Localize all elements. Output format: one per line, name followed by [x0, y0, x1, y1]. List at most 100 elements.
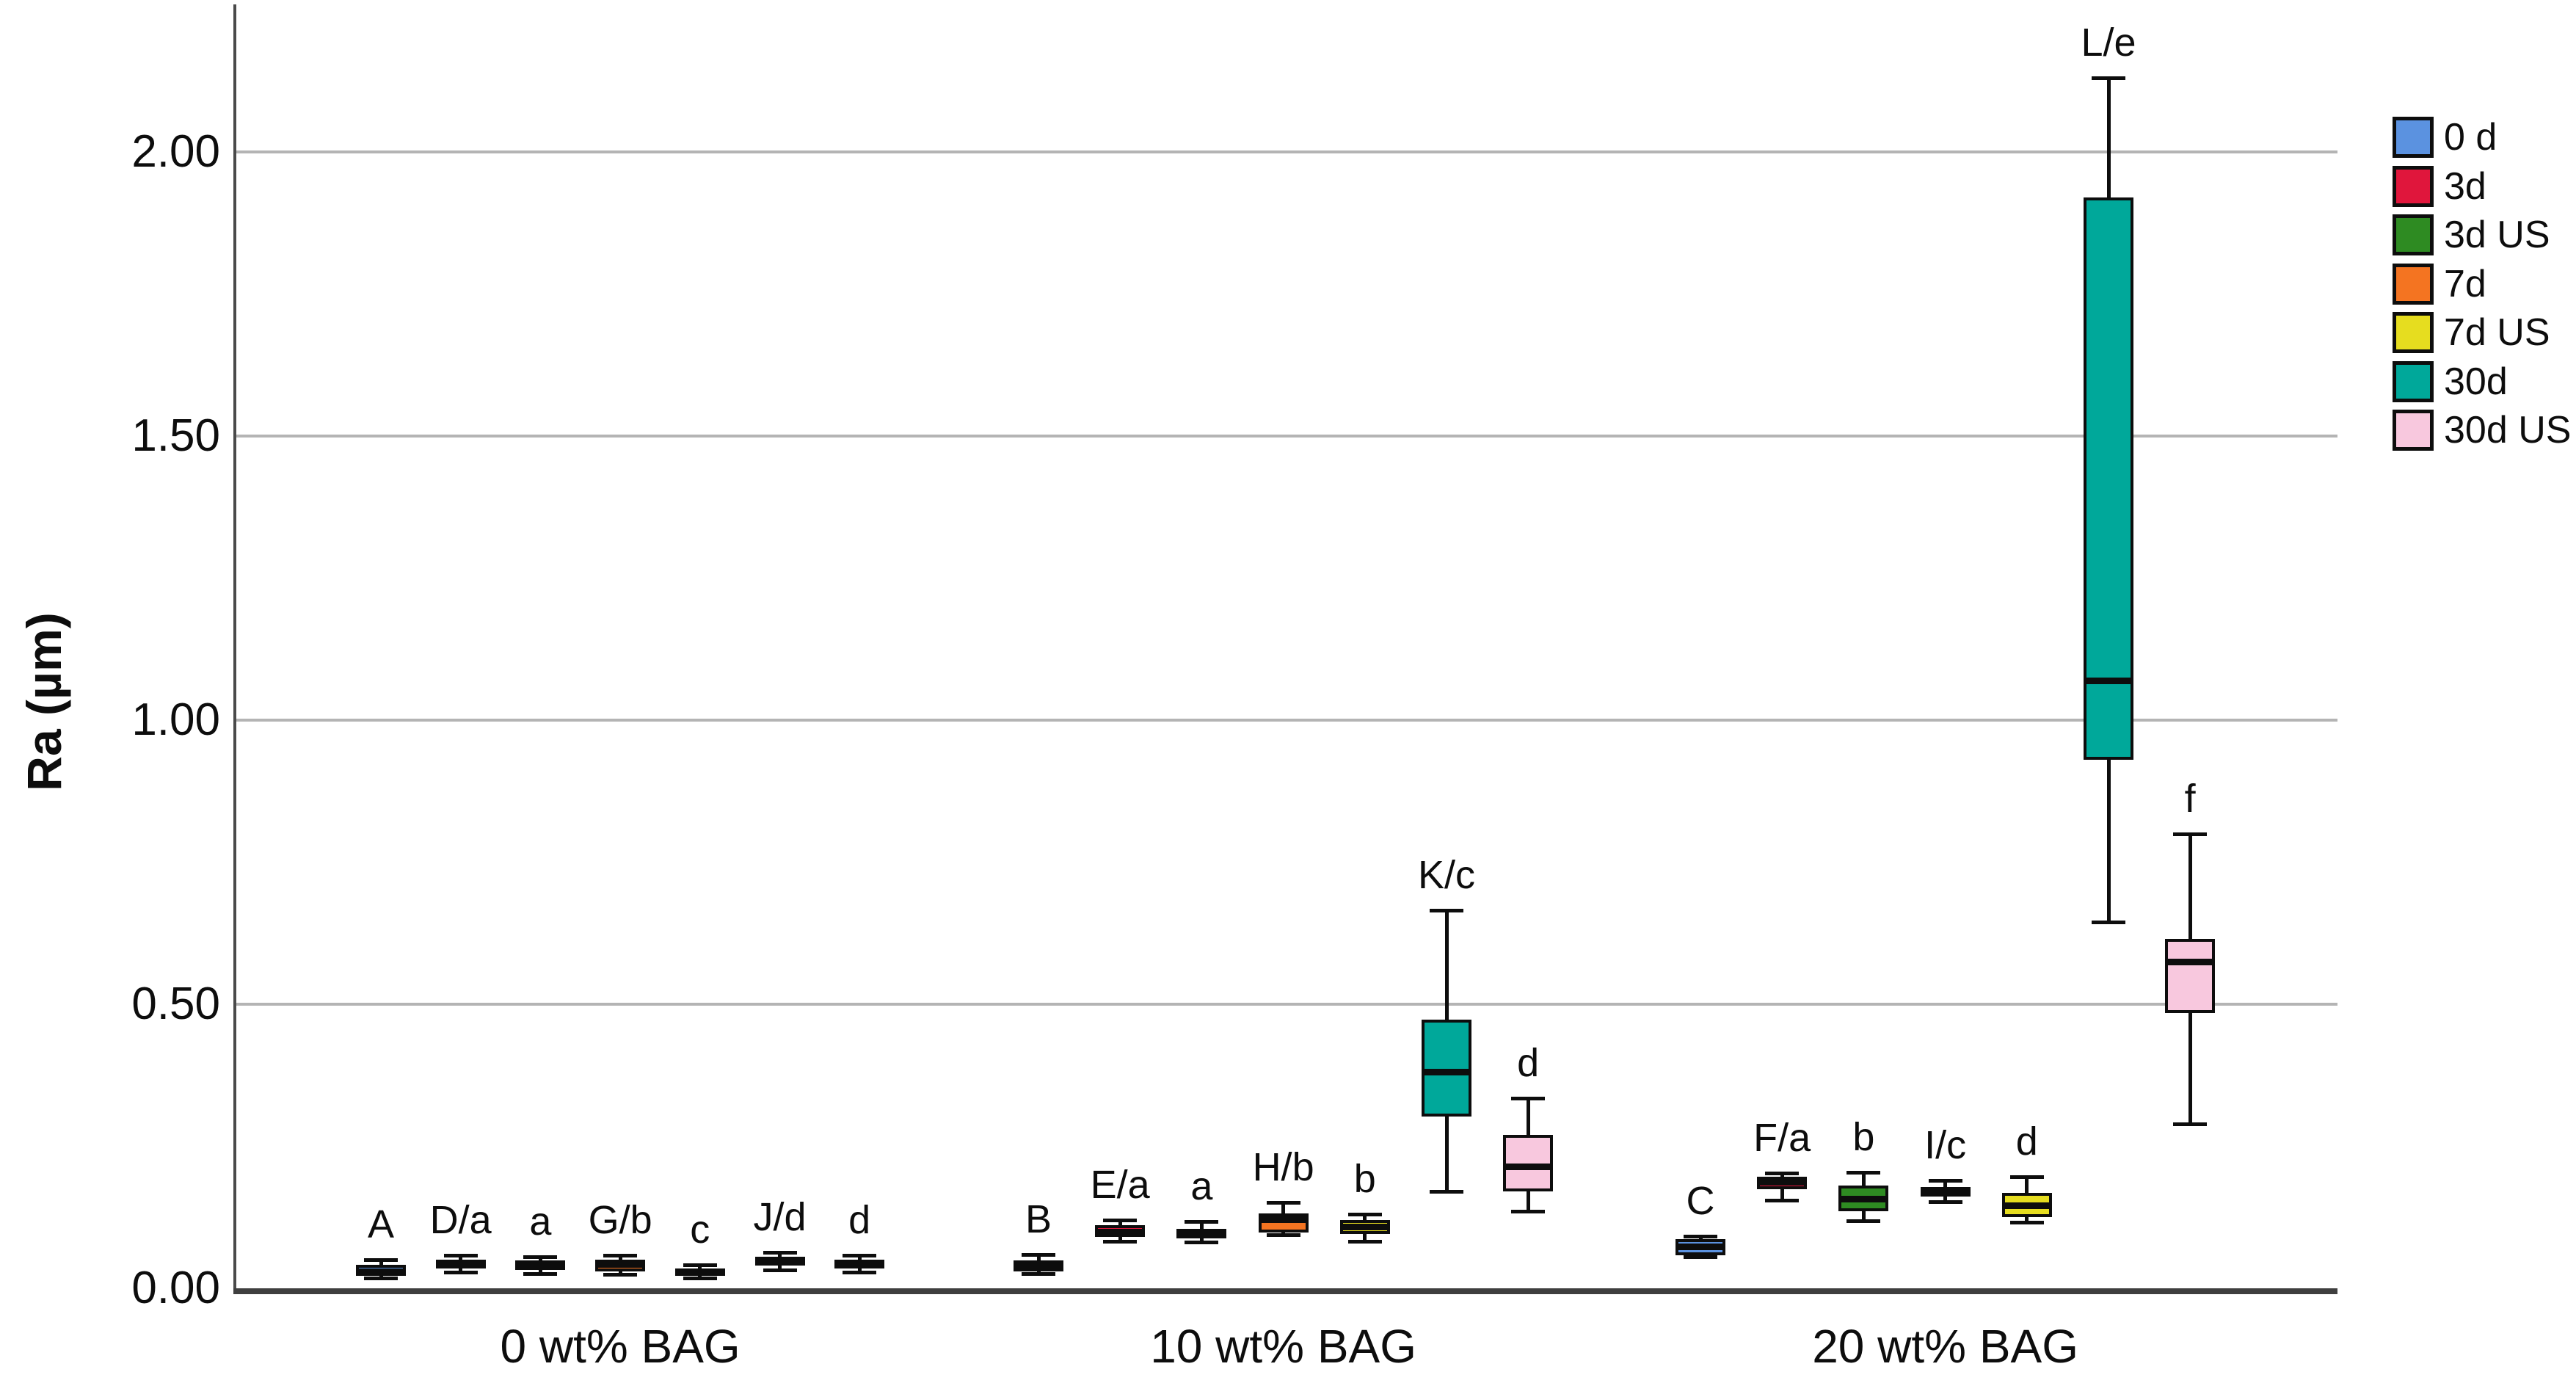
- legend-label: 7d: [2444, 262, 2486, 305]
- gridline: [233, 435, 2337, 438]
- y-tick-label: 0.00: [131, 1263, 220, 1313]
- box-median: [674, 1268, 725, 1276]
- box-annotation: a: [529, 1199, 552, 1244]
- y-tick-label: 2.00: [131, 126, 220, 177]
- legend-swatch-3d-us: [2393, 214, 2434, 255]
- box-whisker-cap-top: [2009, 1175, 2044, 1180]
- box-median: [1422, 1069, 1471, 1076]
- box-median: [356, 1268, 406, 1275]
- legend-label: 3d US: [2444, 214, 2550, 256]
- box-whisker-cap-bottom: [843, 1271, 877, 1275]
- legend-swatch-3d: [2393, 165, 2434, 207]
- box-annotation: B: [1025, 1197, 1052, 1242]
- box-whisker-cap-bottom: [1765, 1199, 1800, 1203]
- box-median: [515, 1263, 566, 1270]
- box-whisker-cap-top: [2173, 832, 2208, 836]
- legend-label: 0 d: [2444, 116, 2497, 159]
- box-annotation: G/b: [588, 1198, 652, 1243]
- box-median: [834, 1260, 885, 1268]
- legend-label: 30d: [2444, 360, 2508, 403]
- box-annotation: b: [1353, 1157, 1376, 1202]
- box-rect-30d-us: [2165, 938, 2216, 1013]
- box-whisker-cap-bottom: [1347, 1239, 1382, 1244]
- box-whisker-cap-top: [763, 1251, 797, 1255]
- box-annotation: J/d: [753, 1195, 807, 1240]
- box-whisker-cap-bottom: [1185, 1240, 1219, 1244]
- box-whisker-cap-bottom: [1103, 1239, 1138, 1244]
- box-median: [1339, 1224, 1390, 1231]
- box-median: [2165, 958, 2216, 965]
- box-annotation: I/c: [1924, 1122, 1967, 1167]
- box-whisker-cap-bottom: [763, 1268, 797, 1273]
- box-rect-30d: [2084, 197, 2133, 761]
- legend-swatch-7d-us: [2393, 312, 2434, 353]
- box-median: [1258, 1216, 1309, 1223]
- box-median: [1676, 1243, 1725, 1250]
- box-whisker-cap-top: [1847, 1171, 1881, 1175]
- box-whisker-cap-top: [364, 1258, 398, 1263]
- box-rect-30d-us: [1503, 1135, 1554, 1192]
- box-median: [1095, 1228, 1146, 1235]
- box-median: [2084, 677, 2133, 684]
- box-annotation: L/e: [2081, 21, 2136, 65]
- box-whisker-cap-top: [523, 1255, 558, 1259]
- box-whisker-cap-bottom: [523, 1271, 558, 1276]
- box-whisker-cap-top: [1765, 1171, 1800, 1175]
- box-median: [595, 1260, 646, 1268]
- box-whisker-cap-bottom: [1684, 1255, 1717, 1260]
- box-whisker-cap-top: [843, 1254, 877, 1258]
- x-axis-line: [233, 1288, 2337, 1294]
- box-annotation: d: [848, 1198, 871, 1243]
- box-annotation: f: [2184, 776, 2196, 821]
- box-whisker-cap-bottom: [1847, 1219, 1881, 1223]
- box-whisker-cap-top: [1103, 1219, 1138, 1223]
- legend-label: 3d: [2444, 164, 2486, 208]
- y-tick-label: 1.00: [131, 694, 220, 745]
- box-whisker-cap-top: [1022, 1253, 1055, 1257]
- legend-swatch-7d: [2393, 263, 2434, 305]
- box-whisker-cap-top: [1347, 1213, 1382, 1217]
- x-group-label: 20 wt% BAG: [1812, 1320, 2078, 1373]
- legend-label: 30d US: [2444, 409, 2572, 451]
- box-annotation: d: [1517, 1040, 1540, 1085]
- legend-swatch-0-d: [2393, 117, 2434, 158]
- box-annotation: H/b: [1252, 1145, 1314, 1190]
- box-whisker-cap-bottom: [1266, 1233, 1300, 1238]
- box-median: [435, 1260, 486, 1268]
- legend-label: 7d US: [2444, 311, 2550, 354]
- box-annotation: A: [367, 1202, 395, 1247]
- gridline: [233, 150, 2337, 153]
- legend-swatch-30d: [2393, 360, 2434, 402]
- box-whisker-cap-bottom: [1511, 1209, 1546, 1213]
- box-whisker-cap-top: [1684, 1234, 1717, 1238]
- box-whisker-cap-bottom: [683, 1277, 717, 1281]
- box-whisker-cap-top: [2092, 76, 2125, 81]
- box-median: [2001, 1202, 2052, 1209]
- box-whisker-cap-bottom: [443, 1271, 478, 1275]
- box-whisker-cap-top: [1430, 909, 1463, 913]
- box-whisker-cap-top: [1266, 1201, 1300, 1205]
- x-group-label: 0 wt% BAG: [500, 1320, 741, 1373]
- box-median: [1920, 1188, 1971, 1196]
- box-whisker-cap-bottom: [2009, 1221, 2044, 1225]
- box-whisker-cap-bottom: [1022, 1271, 1055, 1276]
- box-median: [1503, 1164, 1554, 1171]
- box-median: [1176, 1230, 1227, 1237]
- y-tick-label: 0.50: [131, 979, 220, 1029]
- box-annotation: K/c: [1417, 853, 1476, 898]
- box-median: [754, 1257, 805, 1265]
- gridline: [233, 719, 2337, 722]
- box-whisker-cap-bottom: [2092, 920, 2125, 924]
- box-annotation: b: [1852, 1115, 1875, 1160]
- box-whisker-cap-bottom: [2173, 1122, 2208, 1126]
- box-median: [1014, 1263, 1063, 1270]
- box-median: [1838, 1195, 1889, 1202]
- box-whisker-cap-top: [603, 1254, 638, 1258]
- box-whisker-cap-bottom: [603, 1272, 638, 1277]
- gridline: [233, 1003, 2337, 1006]
- box-whisker-cap-top: [1928, 1178, 1962, 1183]
- box-whisker-cap-top: [1185, 1220, 1219, 1224]
- box-whisker-cap-top: [1511, 1096, 1546, 1100]
- y-tick-label: 1.50: [131, 410, 220, 461]
